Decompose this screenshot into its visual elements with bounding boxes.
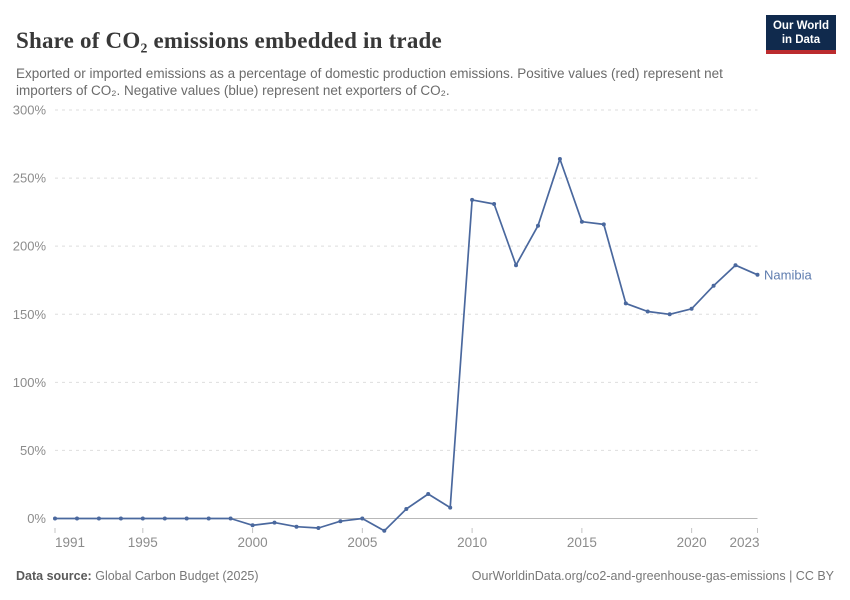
data-point[interactable]	[140, 516, 145, 521]
data-point[interactable]	[206, 516, 211, 521]
data-point[interactable]	[184, 516, 189, 521]
data-point[interactable]	[162, 516, 167, 521]
owid-logo[interactable]: Our World in Data	[765, 15, 836, 55]
data-point[interactable]	[228, 516, 233, 521]
data-point[interactable]	[601, 222, 606, 227]
y-axis-label: 250%	[13, 171, 47, 186]
logo-line-2: in Data	[781, 33, 821, 46]
series-label-namibia[interactable]: Namibia	[764, 267, 812, 282]
data-point[interactable]	[96, 516, 101, 521]
y-axis-label: 300%	[13, 103, 47, 118]
data-source-value: Global Carbon Budget (2025)	[95, 569, 259, 583]
data-point[interactable]	[272, 520, 277, 525]
data-point[interactable]	[448, 505, 453, 510]
license-link[interactable]: OurWorldinData.org/co2-and-greenhouse-ga…	[471, 569, 834, 583]
data-point[interactable]	[316, 526, 321, 530]
x-axis-label: 2020	[677, 535, 707, 550]
data-point[interactable]	[250, 523, 255, 528]
data-point[interactable]	[294, 524, 299, 529]
data-point[interactable]	[579, 219, 584, 224]
data-point[interactable]	[755, 272, 760, 277]
data-point[interactable]	[404, 507, 409, 511]
y-axis-label: 100%	[13, 375, 47, 390]
data-point[interactable]	[623, 301, 628, 306]
data-point[interactable]	[645, 309, 650, 314]
x-axis-label: 1991	[55, 535, 85, 550]
y-axis-label: 0%	[27, 511, 46, 526]
data-point[interactable]	[514, 263, 518, 268]
y-axis-label: 50%	[20, 443, 46, 458]
page-title: Share of CO₂ emissions embedded in trade	[16, 28, 442, 54]
data-point[interactable]	[733, 263, 738, 268]
data-line-namibia[interactable]	[54, 158, 759, 532]
data-source: Data source: Global Carbon Budget (2025)	[16, 569, 259, 583]
data-point[interactable]	[118, 516, 123, 521]
x-axis-label: 2023	[729, 535, 759, 550]
data-source-label: Data source:	[16, 569, 92, 583]
x-axis-label: 1995	[128, 535, 158, 550]
data-point[interactable]	[689, 306, 694, 311]
data-point[interactable]	[667, 312, 672, 317]
x-axis-label: 2015	[567, 535, 597, 550]
data-point[interactable]	[492, 202, 497, 206]
data-point[interactable]	[382, 528, 387, 533]
data-point[interactable]	[75, 516, 79, 521]
x-axis-label: 2010	[457, 535, 487, 550]
x-axis-label: 2000	[238, 535, 268, 550]
chart-subtitle: Exported or imported emissions as a perc…	[16, 65, 723, 99]
data-point[interactable]	[536, 223, 540, 228]
logo-line-1: Our World	[772, 20, 829, 32]
data-point[interactable]	[711, 283, 716, 288]
data-point[interactable]	[426, 492, 431, 496]
y-axis-label: 200%	[13, 239, 47, 254]
data-point[interactable]	[470, 197, 475, 202]
data-point[interactable]	[557, 157, 562, 161]
data-point[interactable]	[338, 519, 343, 524]
y-axis-label: 150%	[13, 307, 47, 322]
x-axis-label: 2005	[347, 535, 377, 550]
data-point[interactable]	[53, 516, 57, 521]
data-point[interactable]	[360, 516, 365, 521]
